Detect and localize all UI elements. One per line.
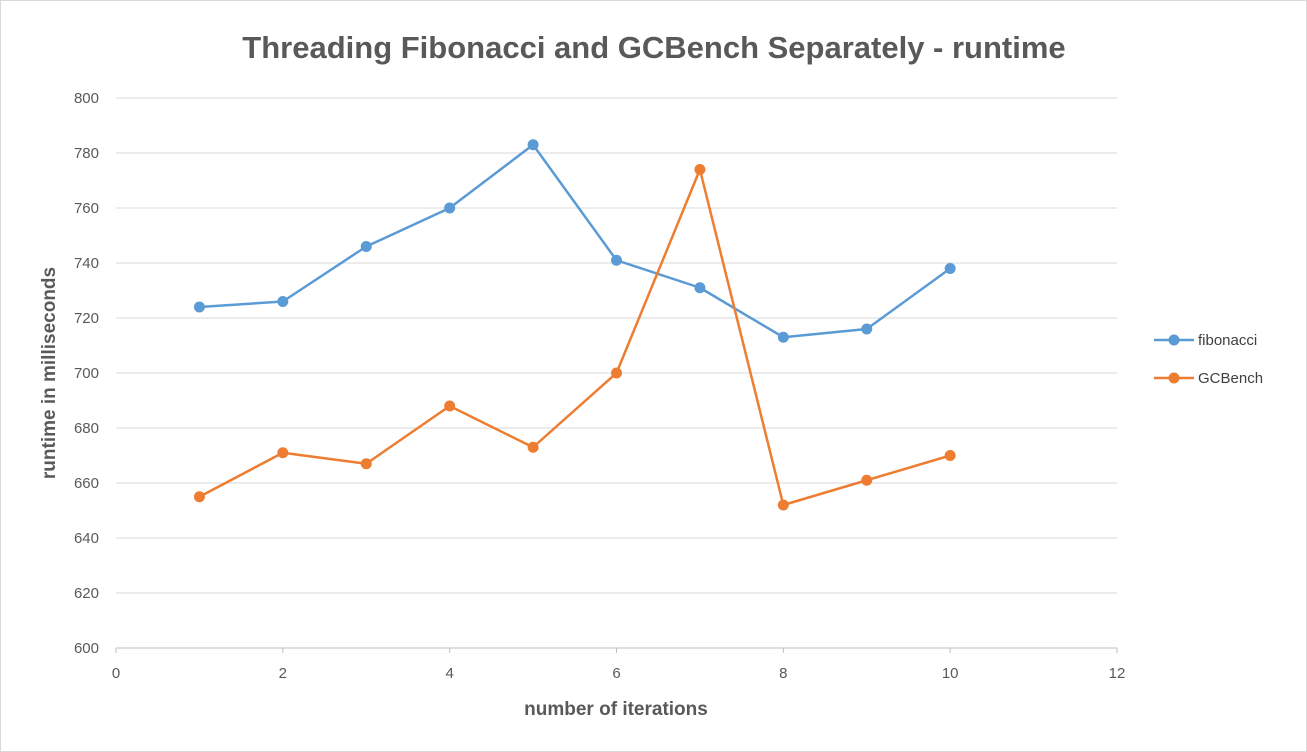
x-axis-ticks: 0 2 4 6 8 10 12 <box>112 648 1126 682</box>
y-tick-label: 740 <box>74 255 99 272</box>
legend-swatch-marker <box>1168 372 1180 384</box>
data-point <box>193 491 205 503</box>
y-tick-label: 780 <box>74 145 99 162</box>
x-tick-label: 2 <box>279 665 287 682</box>
data-point <box>360 458 372 470</box>
y-axis-title: runtime in milliseconds <box>39 267 60 479</box>
y-tick-label: 700 <box>74 365 99 382</box>
y-tick-label: 680 <box>74 420 99 437</box>
data-point <box>277 447 289 459</box>
data-point <box>527 139 539 151</box>
y-tick-label: 800 <box>74 90 99 107</box>
y-tick-label: 640 <box>74 530 99 547</box>
y-tick-label: 760 <box>74 200 99 217</box>
x-axis-title: number of iterations <box>524 699 708 720</box>
data-point <box>777 499 789 511</box>
plot-series <box>193 139 956 511</box>
legend-item: fibonacci <box>1154 332 1257 349</box>
data-point <box>444 400 456 412</box>
y-tick-label: 600 <box>74 640 99 657</box>
data-point <box>777 331 789 343</box>
chart-title: Threading Fibonacci and GCBench Separate… <box>242 30 1065 65</box>
data-point <box>694 164 706 175</box>
data-point <box>360 241 372 252</box>
data-point <box>277 296 289 307</box>
y-tick-label: 660 <box>74 475 99 492</box>
x-tick-label: 4 <box>445 665 453 682</box>
y-tick-label: 620 <box>74 585 99 602</box>
legend: fibonacci GCBench <box>1154 332 1263 387</box>
x-tick-label: 8 <box>779 665 787 682</box>
data-point <box>944 450 956 461</box>
data-point <box>527 441 539 453</box>
series-line <box>198 168 951 507</box>
series-line <box>199 143 951 339</box>
data-point <box>944 263 956 274</box>
series-fibonacci <box>193 139 956 343</box>
x-tick-label: 6 <box>612 665 620 682</box>
data-point <box>611 367 622 379</box>
legend-label: fibonacci <box>1198 332 1257 349</box>
data-point <box>611 254 622 266</box>
data-point <box>193 301 205 313</box>
data-point <box>694 282 706 294</box>
x-tick-label: 12 <box>1109 665 1126 682</box>
legend-swatch-marker <box>1168 334 1180 346</box>
x-tick-label: 10 <box>942 665 959 682</box>
x-tick-label: 0 <box>112 665 120 682</box>
y-tick-label: 720 <box>74 310 99 327</box>
legend-label: GCBench <box>1198 370 1263 387</box>
legend-item: GCBench <box>1154 370 1263 387</box>
series-gcbench <box>193 164 956 511</box>
y-axis-ticks: 600 620 640 660 680 700 720 740 760 780 800 <box>74 90 99 657</box>
data-point <box>861 323 873 335</box>
data-point <box>861 474 873 486</box>
data-point <box>444 202 456 214</box>
